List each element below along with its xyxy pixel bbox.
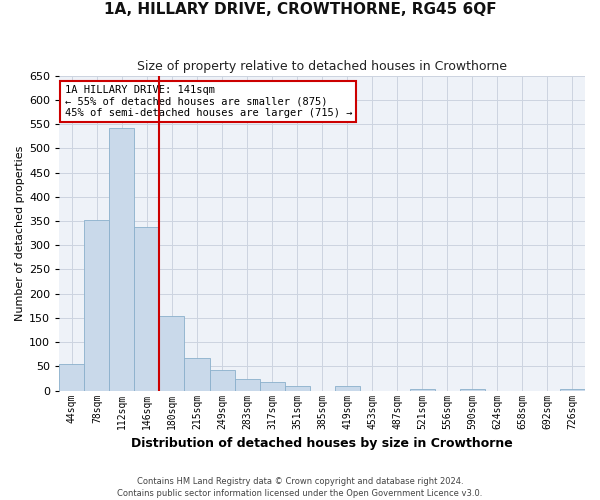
Bar — [284, 386, 310, 390]
Bar — [184, 358, 209, 390]
Text: 1A, HILLARY DRIVE, CROWTHORNE, RG45 6QF: 1A, HILLARY DRIVE, CROWTHORNE, RG45 6QF — [104, 2, 496, 18]
Bar — [260, 382, 284, 390]
Title: Size of property relative to detached houses in Crowthorne: Size of property relative to detached ho… — [137, 60, 507, 73]
X-axis label: Distribution of detached houses by size in Crowthorne: Distribution of detached houses by size … — [131, 437, 513, 450]
Bar — [410, 388, 435, 390]
Bar — [460, 388, 485, 390]
Y-axis label: Number of detached properties: Number of detached properties — [15, 146, 25, 321]
Bar — [134, 227, 160, 390]
Bar — [235, 379, 260, 390]
Bar — [85, 220, 109, 390]
Text: 1A HILLARY DRIVE: 141sqm
← 55% of detached houses are smaller (875)
45% of semi-: 1A HILLARY DRIVE: 141sqm ← 55% of detach… — [65, 85, 352, 118]
Bar — [209, 370, 235, 390]
Bar — [109, 128, 134, 390]
Bar — [59, 364, 85, 390]
Bar — [160, 316, 184, 390]
Bar — [335, 386, 360, 390]
Text: Contains HM Land Registry data © Crown copyright and database right 2024.
Contai: Contains HM Land Registry data © Crown c… — [118, 476, 482, 498]
Bar — [560, 388, 585, 390]
